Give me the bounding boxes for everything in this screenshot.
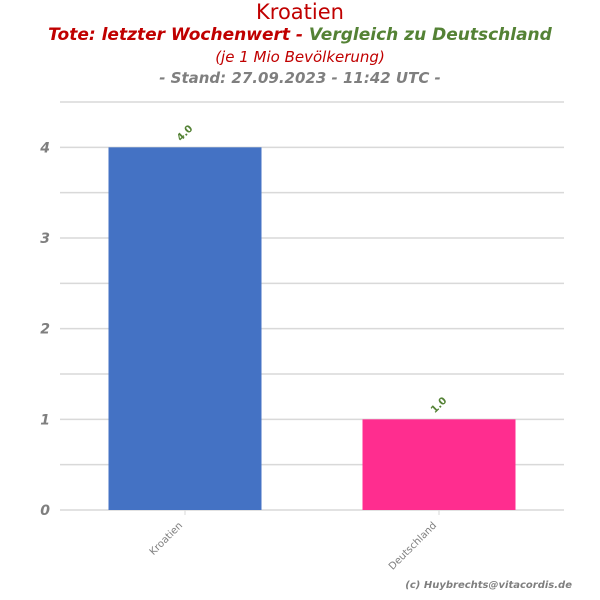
y-tick-label: 2 — [40, 322, 50, 338]
y-tick-label: 4 — [39, 140, 50, 156]
x-tick-label: Kroatien — [148, 520, 185, 557]
y-tick-label: 0 — [40, 503, 50, 519]
bar — [362, 419, 516, 510]
bar — [108, 147, 262, 511]
subtitle-comparison: Vergleich zu Deutschland — [308, 25, 552, 45]
data-label: 4.0 — [175, 123, 195, 143]
x-tick-label: Deutschland — [387, 520, 439, 572]
subtitle-unit: (je 1 Mio Bevölkerung) — [215, 48, 385, 66]
chart-subtitle: Tote: letzter Wochenwert - Vergleich zu … — [0, 24, 600, 46]
copyright-text: (c) Huybrechts@vitacordis.de — [405, 580, 572, 591]
chart-title: Kroatien — [256, 0, 344, 24]
y-tick-label: 1 — [40, 412, 50, 428]
y-tick-label: 3 — [40, 231, 50, 247]
subtitle-date: - Stand: 27.09.2023 - 11:42 UTC - — [159, 69, 441, 87]
data-label: 1.0 — [429, 395, 449, 415]
subtitle-deaths: Tote: letzter Wochenwert - — [48, 25, 303, 45]
